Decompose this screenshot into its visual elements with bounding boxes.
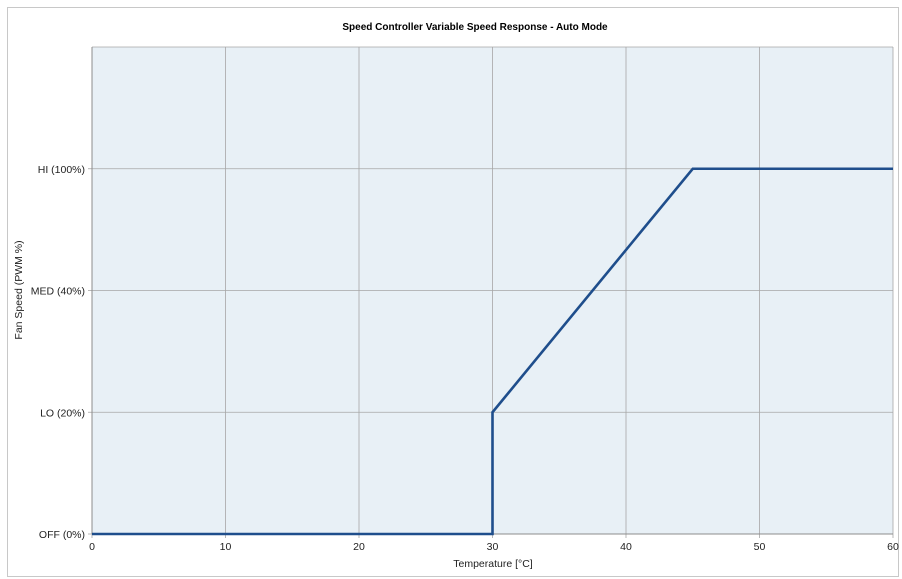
y-tick-label: LO (20%): [40, 407, 85, 419]
chart-title: Speed Controller Variable Speed Response…: [342, 22, 608, 33]
x-tick-label: 40: [620, 541, 632, 553]
x-tick-label: 30: [487, 541, 499, 553]
x-tick-label: 10: [220, 541, 232, 553]
x-tick-label: 60: [887, 541, 899, 553]
series-line: [92, 167, 893, 536]
y-tick-label: MED (40%): [31, 286, 85, 298]
x-tick-label: 0: [89, 541, 95, 553]
plot-area: 0 10 20 30 40 50 60 OFF (0%) LO (20%) MED (40%) HI…: [31, 46, 899, 553]
y-tick-label: OFF (0%): [39, 529, 85, 541]
y-tick-label: HI (100%): [38, 164, 85, 176]
x-tick-label: 20: [353, 541, 365, 553]
x-tick-label: 50: [754, 541, 766, 553]
y-axis-label: Fan Speed (PWM %): [13, 240, 25, 339]
x-axis-label: Temperature [°C]: [453, 558, 533, 570]
